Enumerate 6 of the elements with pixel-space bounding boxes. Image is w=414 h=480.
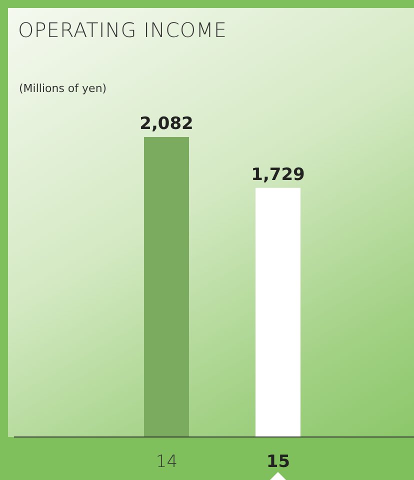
chart-title: OPERATING INCOME	[18, 18, 228, 42]
data-label: 1,729	[251, 164, 305, 185]
x-tick-label: 15	[266, 452, 290, 472]
y-axis-title: (Millions of yen)	[19, 82, 107, 95]
x-tick-label: 14	[156, 452, 178, 472]
data-label: 2,082	[140, 114, 194, 134]
